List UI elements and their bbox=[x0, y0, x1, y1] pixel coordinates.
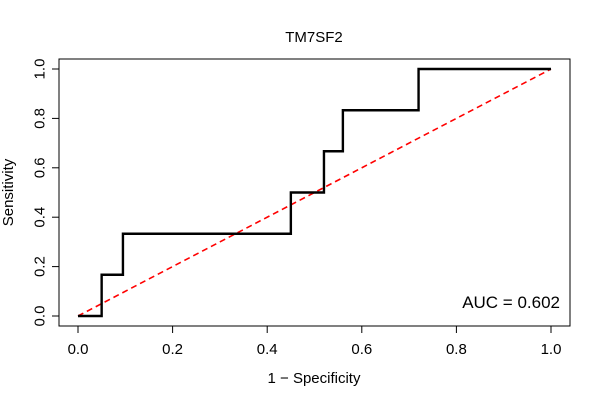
y-tick-label: 1.0 bbox=[32, 59, 49, 80]
reference-diagonal-line bbox=[77, 68, 552, 317]
y-tick-label: 0.0 bbox=[32, 306, 49, 327]
x-tick-label: 0.8 bbox=[446, 341, 467, 358]
series-layer bbox=[77, 67, 552, 318]
y-axis: 0.0 0.2 0.4 0.6 0.8 1.0 bbox=[32, 59, 60, 327]
x-tick-label: 0.6 bbox=[351, 341, 372, 358]
y-tick-label: 0.4 bbox=[32, 207, 49, 228]
x-tick-label: 0.4 bbox=[257, 341, 278, 358]
x-tick-label: 0.2 bbox=[162, 341, 183, 358]
y-axis-label: Sensitivity bbox=[0, 158, 17, 226]
y-tick-label: 0.8 bbox=[32, 108, 49, 129]
chart-title: TM7SF2 bbox=[285, 29, 343, 46]
x-tick-label: 0.0 bbox=[68, 341, 89, 358]
y-tick-label: 0.2 bbox=[32, 256, 49, 277]
x-axis-label: 1 − Specificity bbox=[268, 370, 361, 387]
y-tick-label: 0.6 bbox=[32, 157, 49, 178]
auc-annotation: AUC = 0.602 bbox=[462, 293, 560, 312]
roc-curve-line bbox=[78, 67, 551, 318]
x-axis: 0.0 0.2 0.4 0.6 0.8 1.0 bbox=[68, 325, 562, 358]
x-tick-label: 1.0 bbox=[541, 341, 562, 358]
